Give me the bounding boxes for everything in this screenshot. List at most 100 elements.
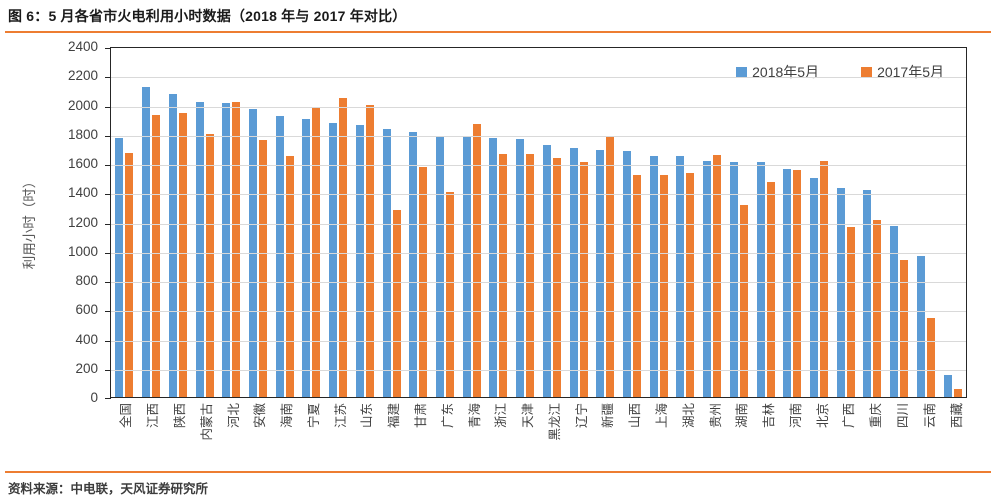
bar-2017-4 [232, 101, 241, 397]
x-axis-label: 青海 [467, 403, 482, 429]
bar-2018-16 [542, 145, 551, 397]
bar-2017-28 [873, 220, 882, 397]
x-axis-label: 福建 [387, 403, 402, 429]
bar-2018-0 [115, 138, 124, 397]
y-tick-mark [105, 165, 111, 166]
x-axis-label-cell: 海南 [271, 400, 298, 470]
gridline [111, 165, 966, 166]
x-axis-label: 安徽 [253, 403, 268, 429]
bar-2017-24 [766, 182, 775, 397]
y-tick-mark [105, 77, 111, 79]
x-axis-label-cell: 上海 [646, 400, 673, 470]
bar-2018-22 [703, 160, 712, 397]
x-axis-label: 山西 [628, 403, 643, 429]
y-axis-tick-label: 1400 [67, 185, 98, 201]
x-axis-label: 全国 [119, 403, 134, 429]
x-axis-label: 陕西 [172, 403, 187, 429]
x-axis-label-cell: 广东 [431, 400, 458, 470]
bar-group [378, 48, 405, 397]
gridline [111, 369, 966, 371]
gridline [111, 252, 966, 254]
x-axis-label-cell: 福建 [378, 400, 405, 470]
x-axis-label: 西藏 [949, 403, 964, 429]
x-axis-label: 贵州 [708, 403, 723, 429]
y-axis-tick-label: 800 [75, 273, 98, 288]
gridline [111, 194, 966, 196]
bar-group [592, 48, 619, 397]
y-axis-tick-label: 1600 [67, 156, 98, 171]
x-axis-label: 甘肃 [413, 403, 428, 429]
bar-2017-31 [953, 388, 962, 397]
bar-group [271, 48, 298, 397]
bar-group [859, 48, 886, 397]
y-tick-mark [105, 398, 111, 399]
bar-group [672, 48, 699, 397]
legend-item-2017: 2017年5月 [861, 62, 944, 82]
bar-2018-26 [810, 177, 819, 397]
x-axis-label-cell: 四川 [887, 400, 914, 470]
x-axis-label: 浙江 [494, 403, 509, 429]
x-axis-label-cell: 河南 [780, 400, 807, 470]
x-axis-label-cell: 北京 [806, 400, 833, 470]
x-axis-label-cell: 内蒙古 [190, 400, 217, 470]
y-tick-mark [105, 311, 111, 313]
bar-2017-30 [926, 318, 935, 397]
bar-group [245, 48, 272, 397]
bar-group [458, 48, 485, 397]
y-axis-tick-label: 1800 [67, 126, 98, 142]
gridline [111, 311, 966, 313]
bar-2018-4 [222, 103, 231, 397]
x-axis-label-cell: 吉林 [753, 400, 780, 470]
bar-group [726, 48, 753, 397]
bar-group [619, 48, 646, 397]
bar-2017-20 [659, 174, 668, 397]
x-axis-labels: 全国 江西 陕西 内蒙古 河北 安徽 海南 宁夏 江苏 山东 福建 甘肃 广东 青海 浙江 天津 黑龙江 辽宁 新疆… [110, 400, 967, 470]
x-axis-label: 新疆 [601, 403, 616, 429]
bar-group [886, 48, 913, 397]
bar-2018-27 [836, 187, 845, 397]
x-axis-label: 重庆 [869, 403, 884, 429]
bar-2018-18 [596, 149, 605, 397]
bar-2017-23 [739, 205, 748, 397]
x-axis-label-cell: 宁夏 [297, 400, 324, 470]
bar-group [913, 48, 940, 397]
x-axis-label-cell: 贵州 [699, 400, 726, 470]
bar-group [138, 48, 165, 397]
bar-2018-12 [435, 135, 444, 397]
bar-2017-15 [526, 154, 535, 397]
bar-2017-0 [125, 152, 134, 397]
x-axis-label: 湖北 [681, 403, 696, 429]
bar-2017-7 [312, 106, 321, 397]
x-axis-label: 内蒙古 [199, 403, 214, 441]
x-axis-label-cell: 西藏 [940, 400, 967, 470]
x-axis-label-cell: 陕西 [164, 400, 191, 470]
gridline [111, 135, 966, 137]
x-axis-label: 黑龙江 [547, 403, 562, 441]
x-axis-label-cell: 山西 [619, 400, 646, 470]
bar-group [485, 48, 512, 397]
bar-group [779, 48, 806, 397]
x-axis-label-cell: 全国 [110, 400, 137, 470]
x-axis-label-cell: 浙江 [485, 400, 512, 470]
bar-2017-5 [258, 139, 267, 397]
bar-2017-13 [472, 123, 481, 397]
bar-2017-12 [445, 192, 454, 397]
x-axis-label: 海南 [280, 403, 295, 429]
y-axis-tick-label: 0 [90, 390, 98, 405]
source-note: 资料来源：中电联，天风证券研究所 [8, 482, 209, 496]
x-axis-label-cell: 新疆 [592, 400, 619, 470]
x-axis-label-cell: 云南 [913, 400, 940, 470]
bar-2018-11 [409, 132, 418, 397]
gridline [111, 106, 966, 108]
x-axis-label-cell: 湖北 [672, 400, 699, 470]
bar-2018-28 [863, 190, 872, 397]
bar-2017-11 [419, 166, 428, 397]
bar-2017-25 [793, 170, 802, 397]
legend-item-2018: 2018年5月 [736, 62, 819, 82]
bar-group [218, 48, 245, 397]
x-axis-label-cell: 安徽 [244, 400, 271, 470]
bar-2018-23 [729, 161, 738, 397]
x-axis-label: 广东 [440, 403, 455, 429]
x-axis-label: 河北 [226, 403, 241, 429]
x-axis-label-cell: 江西 [137, 400, 164, 470]
